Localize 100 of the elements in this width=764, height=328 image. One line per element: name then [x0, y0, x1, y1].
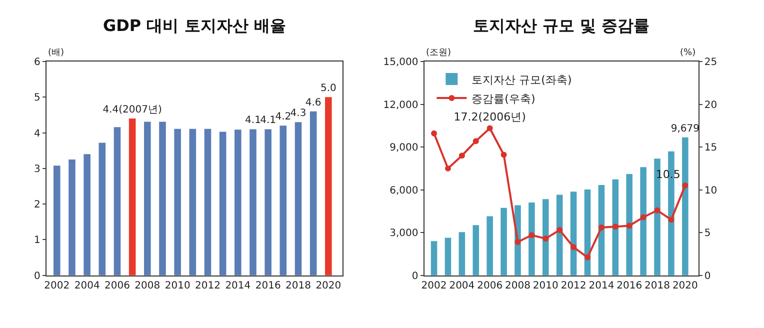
point — [514, 239, 521, 245]
data-label: 17.2(2006년) — [454, 110, 526, 124]
point — [612, 224, 618, 230]
bar — [174, 128, 181, 276]
bar — [294, 122, 302, 276]
x-tick-label: 2012 — [560, 280, 586, 292]
y-tick-label: 9,000 — [390, 142, 418, 154]
y2-tick-label: 15 — [704, 142, 718, 154]
y2-tick-label: 0 — [704, 270, 711, 282]
y2-tick-label: 5 — [704, 228, 711, 240]
bar — [626, 174, 632, 276]
bar — [584, 190, 591, 276]
y-tick-label: 6 — [34, 57, 40, 68]
bar — [682, 137, 688, 276]
bar — [542, 199, 549, 276]
point — [682, 182, 688, 189]
legend-label: 증감률(우축) — [472, 92, 536, 106]
bar — [54, 166, 60, 276]
x-tick-label: 2008 — [134, 280, 160, 292]
point — [444, 165, 451, 172]
data-label: 4.4(2007년) — [102, 104, 162, 116]
bar — [325, 97, 332, 276]
bar — [128, 118, 136, 276]
y-tick-label: 5 — [34, 92, 40, 104]
bar — [189, 128, 196, 276]
bar — [84, 154, 90, 276]
legend-label: 토지자산 규모(좌축) — [472, 73, 572, 86]
x-tick-label: 2006 — [104, 280, 130, 292]
point — [528, 232, 535, 238]
bar — [570, 192, 577, 276]
point — [486, 125, 493, 132]
x-tick-label: 2006 — [477, 280, 503, 292]
point — [542, 236, 549, 242]
x-tick-label: 2004 — [74, 280, 100, 292]
x-tick-label: 2016 — [255, 280, 281, 292]
point — [570, 244, 577, 250]
point — [598, 224, 604, 230]
bar — [159, 122, 166, 276]
bar — [280, 126, 287, 276]
bar — [144, 122, 151, 276]
chart-title: GDP 대비 토지자산 배율 — [103, 16, 286, 35]
x-tick-label: 2018 — [644, 280, 670, 292]
y-axis-title: (조원) — [426, 48, 452, 58]
x-tick-label: 2012 — [195, 280, 220, 292]
bar — [500, 208, 507, 276]
bar — [486, 216, 493, 276]
bar — [234, 130, 242, 276]
y2-axis-title: (%) — [680, 48, 696, 58]
x-tick-label: 2008 — [505, 280, 530, 292]
data-label: 4.1 — [245, 115, 261, 126]
y-tick-label: 1 — [34, 235, 40, 246]
x-tick-label: 2010 — [164, 280, 190, 292]
y2-tick-label: 20 — [704, 100, 718, 111]
bar — [472, 225, 480, 276]
point — [431, 130, 438, 136]
data-label: 5.0 — [320, 83, 336, 94]
bar — [640, 167, 646, 276]
point — [626, 222, 632, 229]
y2-tick-label: 10 — [704, 185, 718, 196]
bar — [98, 142, 106, 276]
bar — [598, 184, 605, 276]
x-tick-label: 2002 — [421, 280, 447, 292]
point — [500, 152, 507, 158]
bar — [219, 132, 226, 276]
data-label: 4.3 — [290, 108, 306, 120]
point — [458, 152, 465, 159]
bar — [264, 129, 272, 276]
data-label: 9,679 — [670, 123, 700, 134]
x-tick-label: 2016 — [616, 280, 642, 292]
y2-tick-label: 25 — [704, 57, 718, 68]
point — [668, 216, 674, 223]
point — [472, 138, 479, 144]
bar — [458, 232, 466, 276]
y-tick-label: 0 — [412, 270, 418, 282]
bar — [250, 129, 256, 276]
x-tick-label: 2002 — [44, 280, 70, 292]
bar — [204, 128, 212, 276]
bar — [556, 194, 563, 276]
x-tick-label: 2020 — [672, 280, 698, 292]
y-tick-label: 12,000 — [383, 100, 418, 111]
y-tick-label: 3 — [34, 164, 40, 175]
y-tick-label: 4 — [34, 128, 40, 140]
x-tick-label: 2004 — [449, 280, 475, 292]
y-tick-label: 15,000 — [383, 57, 418, 68]
bar — [310, 111, 317, 276]
bar — [68, 160, 76, 276]
bar — [528, 202, 535, 276]
point — [584, 254, 591, 260]
y-tick-label: 3,000 — [390, 228, 418, 240]
point — [556, 227, 563, 234]
data-label: 4.6 — [305, 97, 322, 108]
bar — [612, 179, 619, 276]
x-tick-label: 2014 — [588, 280, 614, 292]
x-tick-label: 2010 — [532, 280, 558, 292]
x-tick-label: 2014 — [225, 280, 251, 292]
data-label: 4.1 — [260, 115, 276, 126]
y-tick-label: 6,000 — [390, 185, 418, 196]
data-label: 4.2 — [275, 112, 292, 123]
y-axis-title: (배) — [48, 48, 64, 58]
x-tick-label: 2018 — [286, 280, 311, 292]
